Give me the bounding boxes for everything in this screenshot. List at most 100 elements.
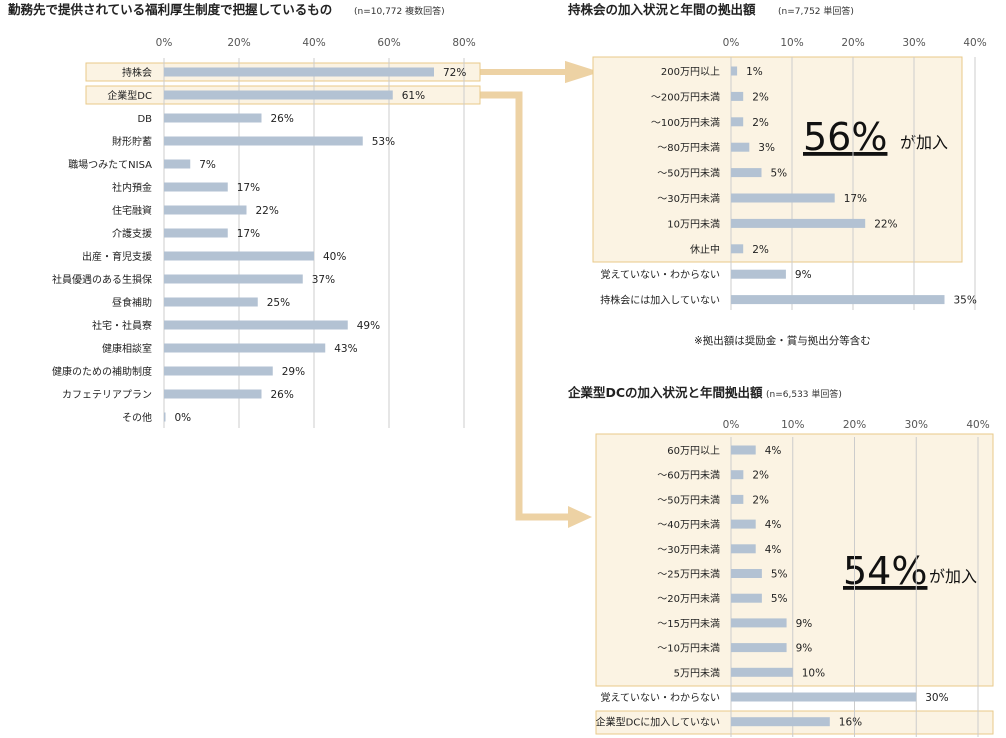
- benefits-category-label: DB: [137, 114, 152, 125]
- benefits-tick-label: 40%: [302, 37, 325, 49]
- esop-data-label: 3%: [758, 142, 775, 154]
- esop-category-label: 持株会には加入していない: [600, 294, 720, 307]
- dc-bar: [731, 470, 744, 480]
- dc-bar: [731, 445, 756, 455]
- dc-category-label: ～60万円未満: [657, 470, 720, 482]
- esop-bar: [731, 168, 762, 178]
- benefits-bar: [164, 343, 326, 353]
- esop-data-label: 1%: [746, 66, 763, 78]
- dc-data-label: 4%: [765, 519, 782, 531]
- benefits-bar: [164, 274, 303, 284]
- dc-data-label: 4%: [765, 544, 782, 556]
- benefits-bar: [164, 136, 363, 146]
- connector-arrows: [480, 60, 600, 528]
- benefits-data-label: 17%: [237, 182, 260, 194]
- esop-bar: [731, 193, 835, 203]
- esop-data-label: 35%: [954, 295, 977, 307]
- chart3-title: 企業型DCの加入状況と年間拠出額: [567, 385, 763, 400]
- dc-bar: [731, 692, 917, 702]
- benefits-data-label: 37%: [312, 274, 335, 286]
- benefits-tick-label: 0%: [156, 37, 173, 49]
- esop-category-label: 10万円未満: [667, 218, 720, 230]
- dc-tick-label: 30%: [905, 419, 928, 431]
- benefits-bar: [164, 205, 247, 215]
- benefits-category-label: 社宅・社員寮: [92, 319, 152, 332]
- chart3-callout-suffix: が加入: [929, 567, 977, 586]
- benefits-tick-label: 60%: [377, 37, 400, 49]
- dc-data-label: 16%: [839, 717, 862, 729]
- esop-category-label: 200万円以上: [661, 66, 720, 78]
- esop-tick-label: 40%: [963, 37, 986, 49]
- esop-bar: [731, 142, 750, 152]
- highlight-box-dc-members: [595, 433, 994, 687]
- chart2-title: 持株会の加入状況と年間の拠出額: [568, 2, 756, 17]
- benefits-tick-label: 20%: [227, 37, 250, 49]
- esop-tick-label: 0%: [723, 37, 740, 49]
- benefits-category-label: 財形貯蓄: [112, 135, 152, 148]
- benefits-data-label: 25%: [267, 297, 290, 309]
- esop-bar: [731, 91, 744, 101]
- esop-tick-label: 10%: [780, 37, 803, 49]
- dc-category-label: 企業型DCに加入していない: [596, 716, 720, 729]
- benefits-category-label: 出産・育児支援: [82, 250, 152, 263]
- benefits-category-label: その他: [122, 411, 152, 424]
- benefits-data-label: 61%: [402, 90, 425, 102]
- esop-category-label: ～50万円未満: [657, 168, 720, 180]
- dc-category-label: ～15万円未満: [657, 618, 720, 630]
- dc-data-label: 5%: [771, 569, 788, 581]
- dc-bar: [731, 717, 830, 727]
- benefits-category-label: 職場つみたてNISA: [68, 158, 152, 171]
- dc-data-label: 2%: [752, 470, 769, 482]
- dc-category-label: 5万円未満: [674, 667, 720, 679]
- dc-bar: [731, 494, 744, 504]
- dc-category-label: 覚えていない・わからない: [601, 691, 721, 704]
- benefits-data-label: 40%: [323, 251, 346, 263]
- esop-category-label: ～200万円未満: [651, 91, 720, 103]
- benefits-category-label: 介護支援: [112, 227, 152, 240]
- dc-bar: [731, 519, 756, 529]
- benefits-data-label: 17%: [237, 228, 260, 240]
- chart2-callout-value: 56%: [803, 115, 887, 159]
- benefits-category-label: 社内預金: [112, 181, 152, 194]
- highlight-box-esop-members: [592, 56, 963, 263]
- dc-bar: [731, 643, 787, 653]
- esop-data-label: 2%: [752, 244, 769, 256]
- benefits-bar: [164, 159, 191, 169]
- benefits-data-label: 26%: [271, 389, 294, 401]
- benefits-category-label: 社員優遇のある生損保: [52, 273, 152, 286]
- esop-data-label: 17%: [844, 193, 867, 205]
- dc-data-label: 4%: [765, 445, 782, 457]
- esop-data-label: 9%: [795, 269, 812, 281]
- benefits-data-label: 0%: [175, 412, 192, 424]
- esop-bar: [731, 244, 744, 254]
- esop-data-label: 22%: [874, 218, 897, 230]
- esop-bar: [731, 218, 866, 228]
- benefits-data-label: 26%: [271, 113, 294, 125]
- esop-tick-label: 30%: [902, 37, 925, 49]
- dc-data-label: 5%: [771, 593, 788, 605]
- dc-category-label: ～10万円未満: [657, 643, 720, 655]
- dc-bar: [731, 667, 793, 677]
- dc-bar: [731, 618, 787, 628]
- benefits-bar: [164, 320, 348, 330]
- benefits-category-label: 持株会: [122, 66, 152, 79]
- chart-plots: 0% 20% 40% 60% 80% 持株会 72% 企業型DC 61% DB 26% 財形貯蓄 53%…: [52, 37, 990, 737]
- chart2-callout-suffix: が加入: [900, 133, 948, 152]
- benefits-bar: [164, 90, 393, 100]
- benefits-data-label: 43%: [334, 343, 357, 355]
- chart2-note: ※拠出額は奨励金・賞与拠出分等含む: [694, 334, 871, 347]
- benefits-bar: [164, 113, 262, 123]
- benefits-bar: [164, 67, 434, 77]
- esop-data-label: 2%: [752, 117, 769, 129]
- esop-bar: [731, 295, 945, 305]
- benefits-bar: [164, 412, 166, 422]
- dc-data-label: 9%: [796, 643, 813, 655]
- benefits-category-label: 健康相談室: [102, 342, 152, 355]
- dc-category-label: ～50万円未満: [657, 494, 720, 506]
- dc-data-label: 10%: [802, 667, 825, 679]
- dc-category-label: 60万円以上: [667, 445, 720, 457]
- esop-category-label: 休止中: [690, 243, 720, 256]
- dc-category-label: ～30万円未満: [657, 544, 720, 556]
- dc-bar: [731, 544, 756, 554]
- chart3-subtitle: (n=6,533 単回答): [766, 388, 842, 400]
